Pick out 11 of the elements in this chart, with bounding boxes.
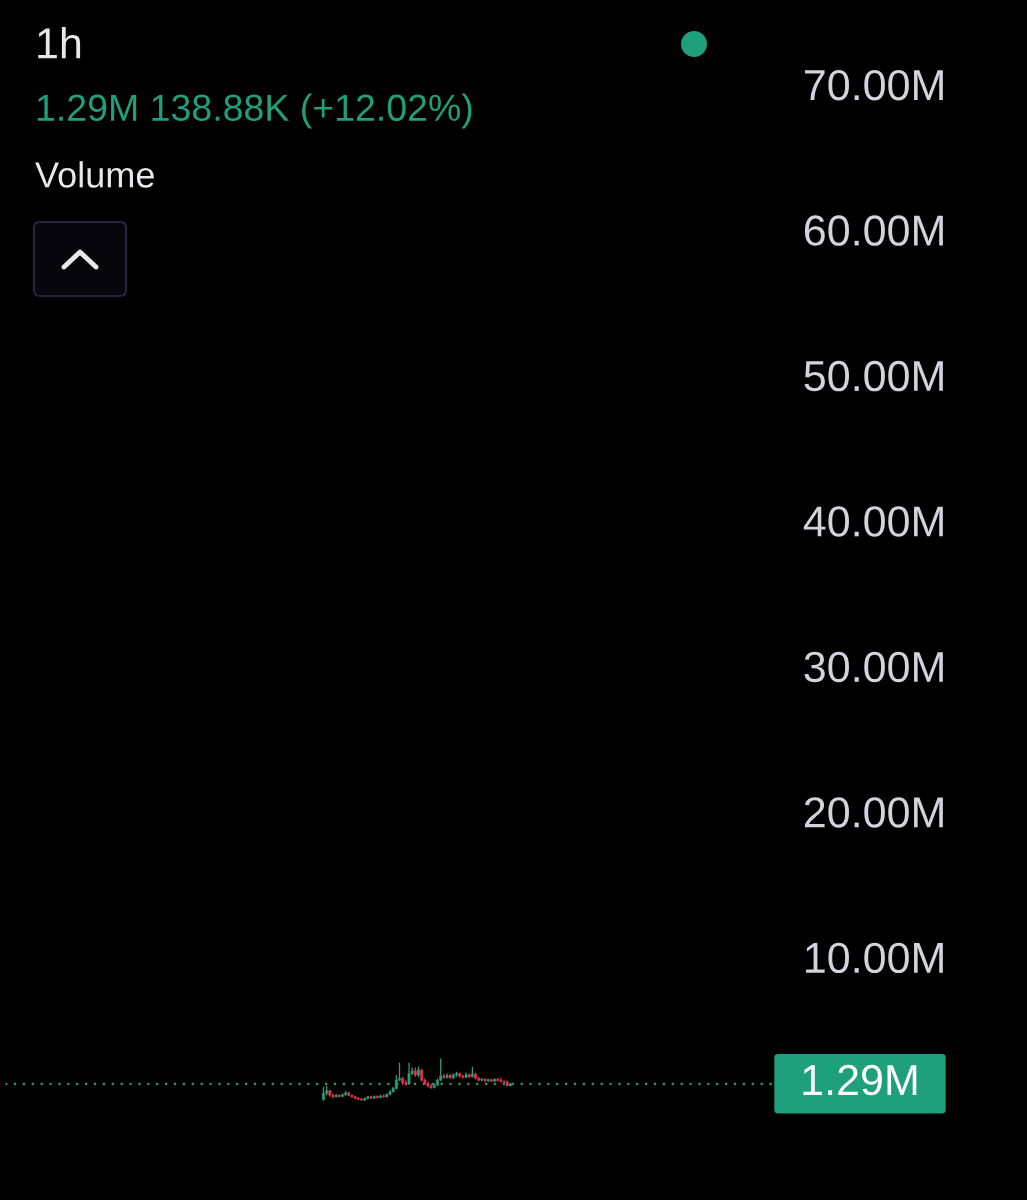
y-tick-label: 20.00M [804, 797, 943, 828]
y-tick-label: 10.00M [806, 942, 943, 974]
ref-line-label: 1.29M [803, 1064, 917, 1096]
chart-title: 1h [38, 26, 81, 59]
y-tick-label: 60.00M [804, 215, 943, 246]
text: 1.29M 138.88K (+12.02%) [37, 93, 472, 129]
y-tick-label: 30.00M [804, 651, 943, 683]
y-tick-label: 40.00M [803, 506, 943, 537]
y-tick-label: 50.00M [804, 360, 943, 392]
y-tick-label: 70.00M [804, 69, 943, 101]
annotation: Volume [35, 161, 154, 188]
